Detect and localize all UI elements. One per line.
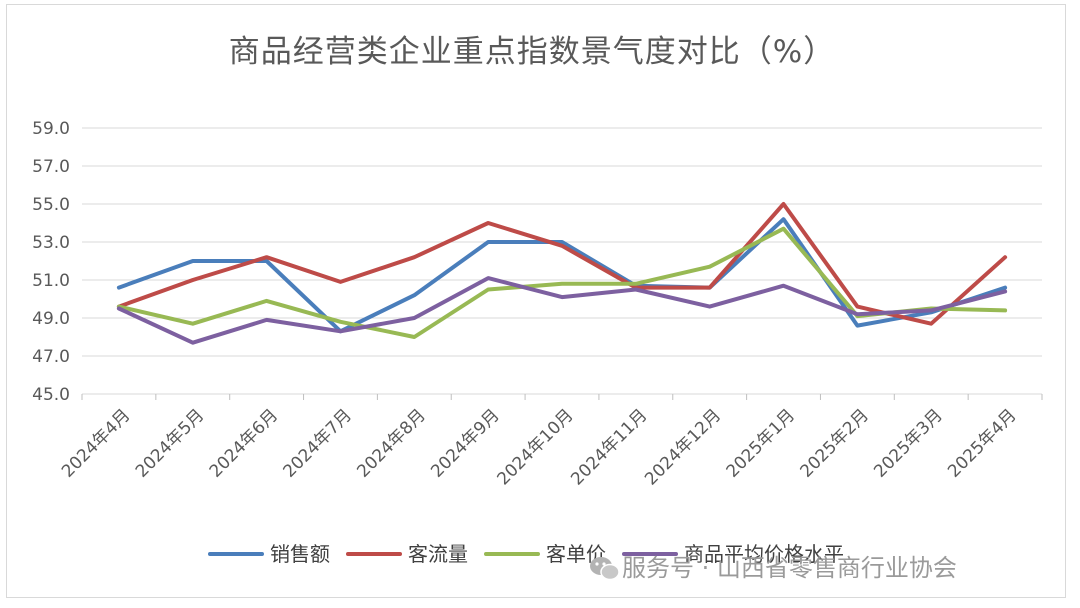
- data-point: [855, 312, 859, 316]
- watermark: 服务号 · 山西省零售商行业协会: [590, 554, 957, 582]
- data-point: [634, 282, 638, 286]
- data-point: [191, 259, 195, 263]
- chart-frame: [6, 4, 1066, 598]
- data-point: [265, 259, 269, 263]
- data-point: [412, 335, 416, 339]
- x-tick-label: 2025年4月: [944, 405, 1020, 481]
- series-lines: [116, 202, 1008, 345]
- data-point: [855, 324, 859, 328]
- data-point: [1003, 289, 1007, 293]
- data-point: [634, 288, 638, 291]
- watermark-text: 服务号 · 山西省零售商行业协会: [622, 554, 957, 582]
- data-point: [339, 280, 342, 284]
- data-point: [191, 278, 195, 282]
- data-point: [191, 322, 195, 326]
- y-tick-label: 47.0: [32, 347, 70, 367]
- data-point: [412, 255, 416, 259]
- x-tick-label: 2025年2月: [796, 405, 872, 481]
- data-point: [117, 286, 121, 290]
- data-point: [486, 288, 490, 291]
- y-tick-label: 45.0: [32, 385, 70, 405]
- data-point: [855, 305, 859, 309]
- data-point: [1003, 286, 1007, 290]
- data-point: [486, 276, 490, 280]
- y-tick-label: 49.0: [32, 309, 70, 329]
- data-point: [708, 305, 712, 309]
- data-point: [265, 318, 269, 322]
- data-point: [486, 221, 490, 225]
- data-point: [560, 282, 564, 286]
- data-point: [708, 286, 712, 290]
- data-point: [1003, 255, 1007, 259]
- y-axis: 45.0 47.0 49.0 51.0 53.0 55.0 57.0 59.0: [32, 119, 70, 405]
- chart-title: 商品经营类企业重点指数景气度对比（%）: [229, 34, 835, 70]
- data-point: [339, 320, 342, 324]
- legend: 销售额 客流量 客单价 商品平均价格水平: [208, 542, 844, 566]
- data-point: [560, 295, 564, 299]
- x-tick-label: 2024年9月: [427, 405, 503, 481]
- data-point: [782, 227, 785, 231]
- data-point: [265, 255, 269, 259]
- data-point: [117, 307, 121, 310]
- y-tick-label: 55.0: [32, 195, 70, 215]
- data-point: [708, 265, 712, 269]
- data-point: [412, 293, 416, 297]
- wechat-icon: [590, 557, 620, 581]
- x-tick-label: 2024年12月: [641, 405, 725, 489]
- x-tick-label: 2024年5月: [132, 405, 208, 481]
- legend-label: 客流量: [408, 542, 468, 566]
- data-point: [412, 316, 416, 320]
- data-point: [782, 217, 785, 221]
- x-tick-label: 2024年4月: [58, 405, 134, 481]
- x-tick-label: 2024年7月: [280, 405, 356, 481]
- y-tick-label: 53.0: [32, 233, 70, 253]
- x-tick-label: 2024年11月: [567, 405, 651, 489]
- data-point: [486, 240, 490, 244]
- y-tick-label: 59.0: [32, 119, 70, 139]
- legend-label: 销售额: [270, 542, 330, 566]
- y-tick-label: 51.0: [32, 271, 70, 291]
- x-tick-label: 2024年6月: [206, 405, 282, 481]
- data-point: [929, 308, 933, 312]
- data-point: [560, 240, 564, 244]
- legend-label: 商品平均价格水平: [684, 542, 844, 566]
- x-axis: 2024年4月2024年5月2024年6月2024年7月2024年8月2024年…: [58, 394, 1043, 489]
- data-point: [560, 244, 564, 248]
- x-tick-label: 2024年8月: [353, 405, 429, 481]
- data-point: [265, 299, 269, 303]
- x-tick-label: 2024年10月: [493, 405, 577, 489]
- x-tick-label: 2025年3月: [870, 405, 946, 481]
- data-point: [339, 329, 342, 333]
- data-point: [929, 322, 933, 326]
- data-point: [191, 341, 195, 345]
- data-point: [782, 284, 785, 288]
- y-tick-label: 57.0: [32, 157, 70, 177]
- data-point: [782, 202, 785, 206]
- x-tick-label: 2025年1月: [723, 405, 799, 481]
- data-point: [1003, 308, 1007, 312]
